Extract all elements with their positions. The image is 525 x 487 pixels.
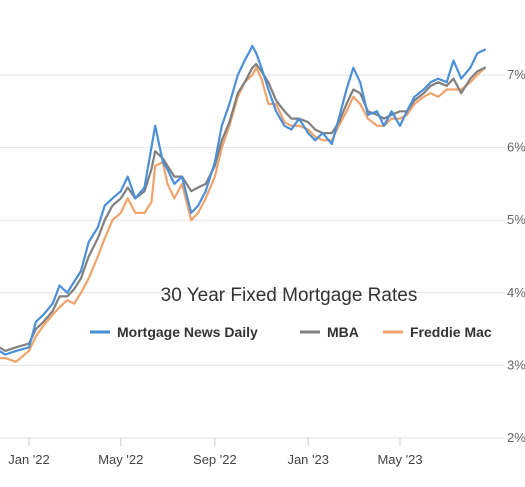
series-lines <box>0 44 486 363</box>
y-tick-label: 4% <box>507 285 525 300</box>
series-line-freddie-mac <box>0 66 486 363</box>
grid <box>0 74 505 439</box>
series-line-mba <box>0 62 486 352</box>
x-tick-label: Sep '22 <box>193 452 237 467</box>
y-axis-ticks: 2% 3% 4% 5% 6% 7% <box>507 67 525 445</box>
x-tick-label: Jan '22 <box>8 452 50 467</box>
x-tick-label: Jan '23 <box>287 452 329 467</box>
y-tick-label: 7% <box>507 67 525 82</box>
x-tick-label: May '22 <box>98 452 143 467</box>
x-axis-ticks: Jan '22 May '22 Sep '22 Jan '23 May '23 <box>8 438 423 467</box>
series-line-mortgage-news-daily <box>0 44 486 356</box>
legend-label: Freddie Mac <box>410 324 492 340</box>
chart-title: 30 Year Fixed Mortgage Rates <box>161 285 418 306</box>
legend-label: Mortgage News Daily <box>117 324 258 340</box>
legend-label: MBA <box>327 324 359 340</box>
legend: Mortgage News Daily MBA Freddie Mac <box>90 324 492 340</box>
y-tick-label: 5% <box>507 212 525 227</box>
x-tick-label: May '23 <box>377 452 422 467</box>
y-tick-label: 2% <box>507 430 525 445</box>
y-tick-label: 6% <box>507 140 525 155</box>
y-tick-label: 3% <box>507 357 525 372</box>
